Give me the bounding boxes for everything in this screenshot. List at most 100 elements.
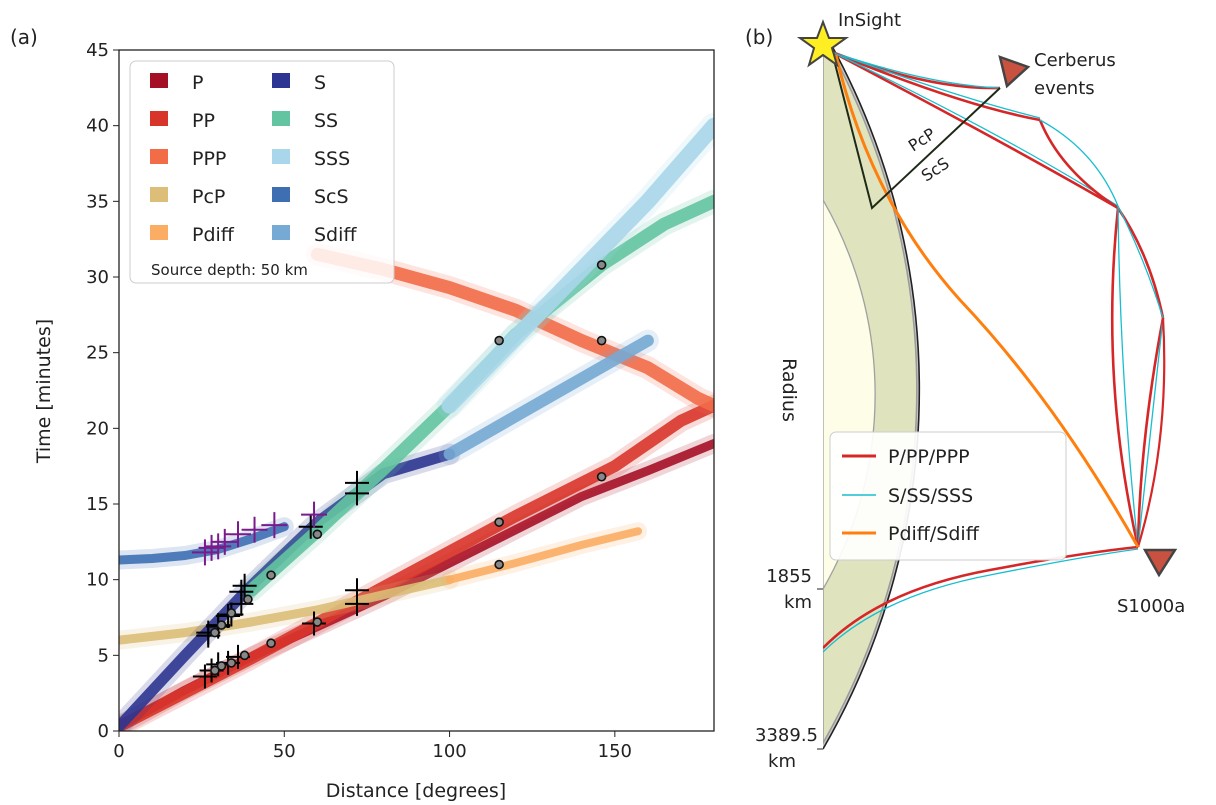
- pick-black: [192, 664, 217, 689]
- event-dot: [266, 570, 276, 580]
- legend-label-scs: ScS: [314, 186, 349, 208]
- event-dot: [210, 627, 220, 638]
- legend-label-s: S: [314, 72, 326, 94]
- ray-pcp-scs: [831, 51, 1001, 210]
- legend-label-s: S/SS/SSS: [888, 485, 973, 507]
- core-radius-unit: km: [784, 592, 812, 613]
- insight-star-icon: [796, 19, 850, 68]
- pick-black: [229, 579, 254, 604]
- event-dot: [312, 529, 323, 540]
- ray-s-2: [831, 51, 1119, 207]
- ray-legend-box: [829, 431, 1067, 561]
- legend-box: [129, 60, 395, 284]
- curve-pp: [119, 399, 714, 731]
- ray-p-cerberus-1: [831, 50, 1001, 90]
- legend-swatch-pcp: [150, 187, 168, 202]
- legend-swatch-scs: [272, 187, 290, 202]
- curve-pdiff: [445, 527, 642, 584]
- event-dot: [494, 517, 504, 527]
- ray-ss-2: [1039, 119, 1119, 207]
- ray-p-2: [831, 50, 1119, 210]
- ray-s-cerberus-1: [831, 51, 1001, 89]
- legend-label-pp: PP: [192, 110, 215, 132]
- ray-sss-1: [1117, 205, 1164, 319]
- panel-b: (b): [745, 10, 1185, 772]
- legend-swatch-sdiff: [272, 225, 290, 240]
- y-tick-label: 20: [86, 418, 109, 439]
- ray-pp-3: [1110, 207, 1140, 548]
- x-tick-label: 50: [273, 741, 296, 762]
- y-tick-label: 10: [86, 570, 109, 591]
- pick-purple: [241, 516, 268, 543]
- ray-legend: P/PP/PPP S/SS/SSS Pdiff/Sdiff: [829, 431, 1067, 561]
- event-dot: [266, 638, 276, 649]
- panel-a-label: (a): [10, 25, 38, 49]
- pick-purple: [198, 534, 225, 561]
- ray-p-s1000a: [823, 545, 1139, 649]
- insight-label: InSight: [838, 10, 901, 31]
- ray-pp-2: [1038, 119, 1119, 210]
- pick-purple: [225, 521, 251, 548]
- curve-sdiff: [443, 334, 654, 461]
- legend-label-ss: SS: [314, 110, 338, 132]
- pick-purple: [261, 512, 288, 539]
- event-dot: [494, 335, 504, 346]
- panel-b-label: (b): [745, 25, 773, 49]
- x-tick-label: 100: [432, 741, 466, 762]
- legend-label-sss: SSS: [314, 148, 350, 170]
- s1000a-label: S1000a: [1117, 596, 1185, 617]
- s1000a-triangle-icon: [1142, 548, 1178, 578]
- panel-a: (a) 0 50 100 150 0 5 10 15 20 25 30 35 40 45 Distance…: [10, 25, 715, 802]
- ray-pp-1: [831, 50, 1041, 122]
- legend-swatch-pdiff: [150, 225, 168, 240]
- event-dot: [243, 594, 253, 605]
- pick-purple: [301, 501, 328, 528]
- events-label: events: [1034, 78, 1095, 99]
- pick-black: [345, 578, 369, 603]
- legend-label-diff: Pdiff/Sdiff: [888, 523, 980, 545]
- legend-swatch-s: [272, 73, 290, 88]
- event-dot: [226, 608, 237, 618]
- cerberus-triangle-icon: [998, 55, 1031, 89]
- event-dot: [596, 471, 607, 482]
- event-dot: [239, 650, 250, 661]
- scs-label: ScS: [918, 154, 953, 186]
- event-dot: [494, 559, 504, 570]
- event-dot: [226, 658, 237, 668]
- event-dot: [210, 665, 220, 676]
- y-tick-label: 45: [86, 40, 109, 61]
- core-radius-value: 1855: [766, 566, 812, 587]
- ray-s-s1000a: [823, 548, 1139, 653]
- curve-pcp: [119, 575, 455, 645]
- pick-purple: [191, 539, 218, 566]
- event-dot: [216, 620, 227, 630]
- x-tick-label: 0: [113, 741, 124, 762]
- axis-ticks: 0 50 100 150 0 5 10 15 20 25 30 35 40 45: [86, 40, 632, 762]
- plot-frame: [118, 49, 715, 732]
- event-dot: [216, 661, 227, 671]
- y-tick-label: 15: [86, 494, 109, 515]
- legend-label-sdiff: Sdiff: [314, 224, 357, 246]
- ray-ppp-3: [1136, 317, 1166, 548]
- pick-black: [298, 514, 323, 539]
- y-axis-label: Time [minutes]: [33, 319, 55, 464]
- legend-label-p: P: [192, 72, 203, 94]
- event-dot: [596, 335, 607, 346]
- surface-line: [823, 30, 921, 750]
- ray-ppp-1: [1116, 207, 1165, 319]
- legend-label-pcp: PcP: [192, 186, 225, 208]
- y-tick-label: 35: [86, 191, 109, 212]
- legend-swatch-pp: [150, 111, 168, 126]
- ray-pdiff: [834, 54, 1140, 548]
- x-axis-label: Distance [degrees]: [326, 780, 506, 802]
- surface-radius-unit: km: [768, 751, 796, 772]
- pick-purple: [205, 533, 232, 560]
- pick-black: [345, 470, 369, 495]
- legend-swatch-ppp: [150, 149, 168, 164]
- y-tick-label: 0: [98, 721, 109, 742]
- legend-label-ppp: PPP: [192, 148, 226, 170]
- pick-purple: [211, 528, 238, 555]
